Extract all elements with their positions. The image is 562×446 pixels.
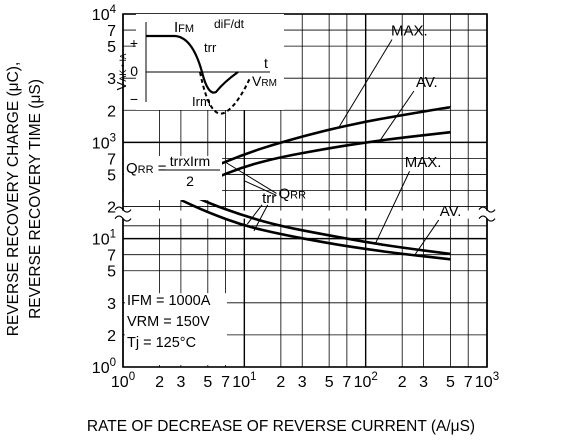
- leader-trr-av: [413, 219, 440, 257]
- x-tick-label: 5: [446, 374, 455, 391]
- break-symbol: [478, 206, 496, 222]
- y-tick-label: 3: [107, 296, 116, 313]
- x-tick-label: 103: [475, 371, 499, 391]
- leader-trr-max: [374, 171, 411, 245]
- x-tick-label: 7: [221, 374, 230, 391]
- leader-qrr-a: [225, 161, 277, 194]
- curve-trr-max: [180, 188, 451, 256]
- y-axis-label-line1: REVERSE RECOVERY CHARGE (μC),: [5, 61, 22, 337]
- label-qrr-max: MAX.: [391, 22, 428, 39]
- y-tick-label: 5: [107, 39, 116, 56]
- y-tick-label: 7: [107, 151, 116, 168]
- label-qrr-av: AV.: [416, 74, 438, 91]
- curve-trr-av: [180, 198, 451, 261]
- condition-line: VRM = 150V: [127, 314, 210, 330]
- y-tick-label: 7: [107, 23, 116, 40]
- inset-current-wave: [146, 34, 239, 94]
- leader-trr-b: [253, 204, 269, 232]
- formula-numerator: trrxIrm: [170, 153, 210, 169]
- plot-frame: [122, 13, 488, 368]
- label-trr-av: AV.: [440, 203, 462, 220]
- y-tick-label: 104: [92, 4, 117, 24]
- y-axis-label-line2: REVERSE RECOVERY TIME (μS): [27, 79, 44, 319]
- x-tick-label: 7: [464, 374, 473, 391]
- x-tick-label: 5: [325, 374, 334, 391]
- label-qrr: QRR: [278, 185, 306, 202]
- x-tick-label: 2: [155, 374, 164, 391]
- y-tick-label: 5: [107, 264, 116, 281]
- inset-bg: [136, 14, 284, 110]
- y-tick-label: 2: [107, 103, 116, 120]
- leader-qrr-b: [244, 180, 277, 196]
- x-tick-label: 100: [111, 371, 135, 391]
- inset-plus: +: [130, 35, 138, 51]
- plot-border: [122, 13, 488, 368]
- inset-ifm: IFM: [174, 19, 194, 36]
- x-tick-label: 3: [298, 374, 307, 391]
- formula-denominator: 2: [186, 173, 194, 189]
- y-tick-label: 101: [92, 229, 116, 249]
- inset-zero: 0: [130, 63, 138, 79]
- formula-bg: [124, 156, 222, 201]
- x-tick-label: 7: [342, 374, 351, 391]
- break-symbol: [114, 206, 132, 222]
- x-tick-label: 3: [176, 374, 185, 391]
- axis-break-marks: [114, 206, 496, 222]
- inset-trr: trr: [204, 40, 217, 55]
- formula-lhs: QRR =: [126, 160, 167, 177]
- y-tick-label: 5: [107, 167, 116, 184]
- y-tick-label: 103: [92, 132, 116, 152]
- x-tick-label: 5: [203, 374, 212, 391]
- label-trr: trr: [262, 190, 276, 207]
- y-tick-label: 2: [107, 200, 116, 217]
- inset-irm: Irm: [192, 94, 211, 109]
- x-axis-label: RATE OF DECREASE OF REVERSE CURRENT (A/μ…: [86, 418, 476, 435]
- inset-didt: diF/dt: [214, 17, 245, 31]
- x-tick-label: 3: [419, 374, 428, 391]
- x-tick-label: 101: [232, 371, 256, 391]
- y-tick-label: 7: [107, 248, 116, 265]
- conditions-bg: [125, 293, 227, 365]
- leader-qrr-av: [379, 90, 415, 142]
- inset-vak-ia: VAK • IA: [114, 53, 129, 90]
- x-tick-label: 2: [276, 374, 285, 391]
- condition-line: IFM = 1000A: [127, 293, 211, 309]
- inset-minus: −: [130, 91, 138, 107]
- x-tick-label: 2: [398, 374, 407, 391]
- label-trr-max: MAX.: [405, 154, 442, 171]
- inset-t: t: [264, 55, 268, 71]
- y-tick-label: 3: [107, 71, 116, 88]
- x-tick-label: 102: [354, 371, 378, 391]
- condition-line: Tj = 125°C: [127, 335, 196, 351]
- leader-trr-a: [246, 204, 263, 225]
- leader-qrr-max: [338, 39, 393, 128]
- y-tick-label: 2: [107, 328, 116, 345]
- break-gap: [121, 210, 489, 219]
- inset-voltage-wave: [199, 71, 251, 115]
